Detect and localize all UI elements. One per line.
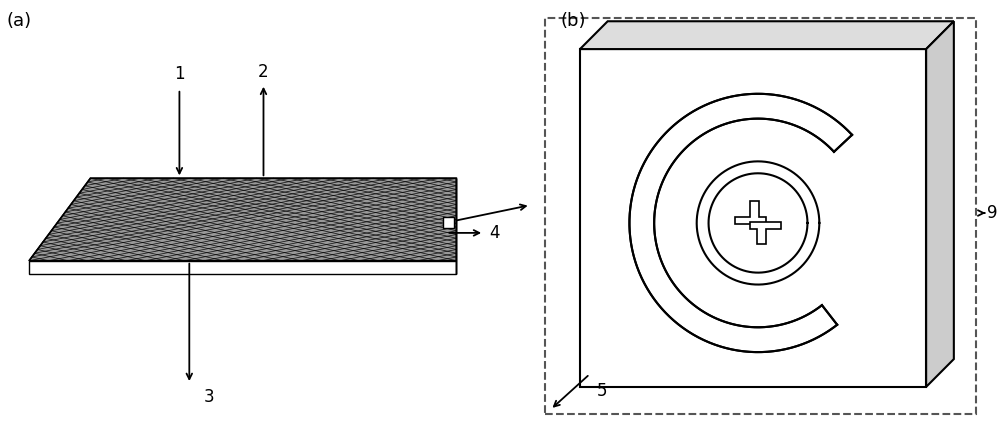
Polygon shape [735,201,766,224]
Text: 1: 1 [174,65,185,83]
Bar [545,18,976,414]
Polygon shape [29,178,456,261]
Polygon shape [580,21,954,49]
Text: 5: 5 [597,382,607,400]
Text: 4: 4 [489,224,499,242]
Polygon shape [629,94,852,352]
Polygon shape [29,261,456,274]
Bar [443,217,454,229]
Polygon shape [580,49,926,387]
Polygon shape [750,222,781,244]
Text: 3: 3 [204,388,215,406]
Text: (a): (a) [6,12,31,30]
Text: 9: 9 [987,204,998,222]
Text: (b): (b) [560,12,586,30]
Text: 2: 2 [258,63,269,81]
Polygon shape [926,21,954,387]
